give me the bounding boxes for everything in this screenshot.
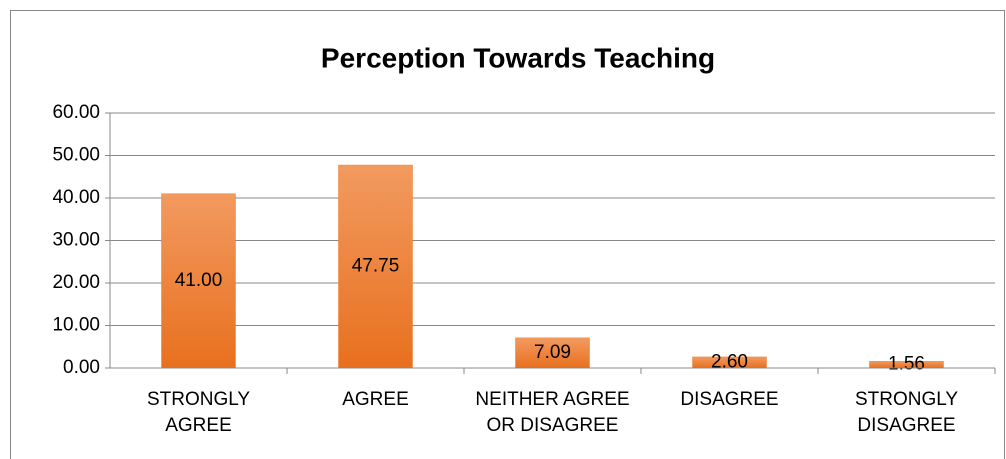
x-tick-label: DISAGREE — [680, 389, 779, 410]
bar — [338, 164, 413, 369]
y-tick-label: 40.00 — [52, 187, 100, 208]
y-tick-label: 20.00 — [52, 272, 100, 293]
bar — [161, 193, 236, 369]
data-label: 2.60 — [711, 351, 748, 372]
x-tick-label: AGREE — [342, 389, 409, 410]
chart-title: Perception Towards Teaching — [321, 42, 715, 73]
data-label: 47.75 — [352, 256, 400, 277]
data-label: 41.00 — [175, 270, 223, 291]
y-tick-label: 0.00 — [63, 357, 100, 378]
y-tick-label: 10.00 — [52, 315, 100, 336]
chart-frame — [10, 10, 1005, 459]
x-tick-label: STRONGLY AGREE — [146, 389, 251, 436]
x-tick-label: STRONGLY DISAGREE — [854, 389, 959, 436]
y-tick-label: 50.00 — [52, 145, 100, 166]
x-tick-label: NEITHER AGREE OR DISAGREE — [475, 389, 630, 436]
y-tick-label: 60.00 — [52, 102, 100, 123]
bar — [515, 337, 590, 369]
y-tick-label: 30.00 — [52, 230, 100, 251]
data-label: 1.56 — [888, 354, 925, 375]
data-label: 7.09 — [534, 342, 571, 363]
